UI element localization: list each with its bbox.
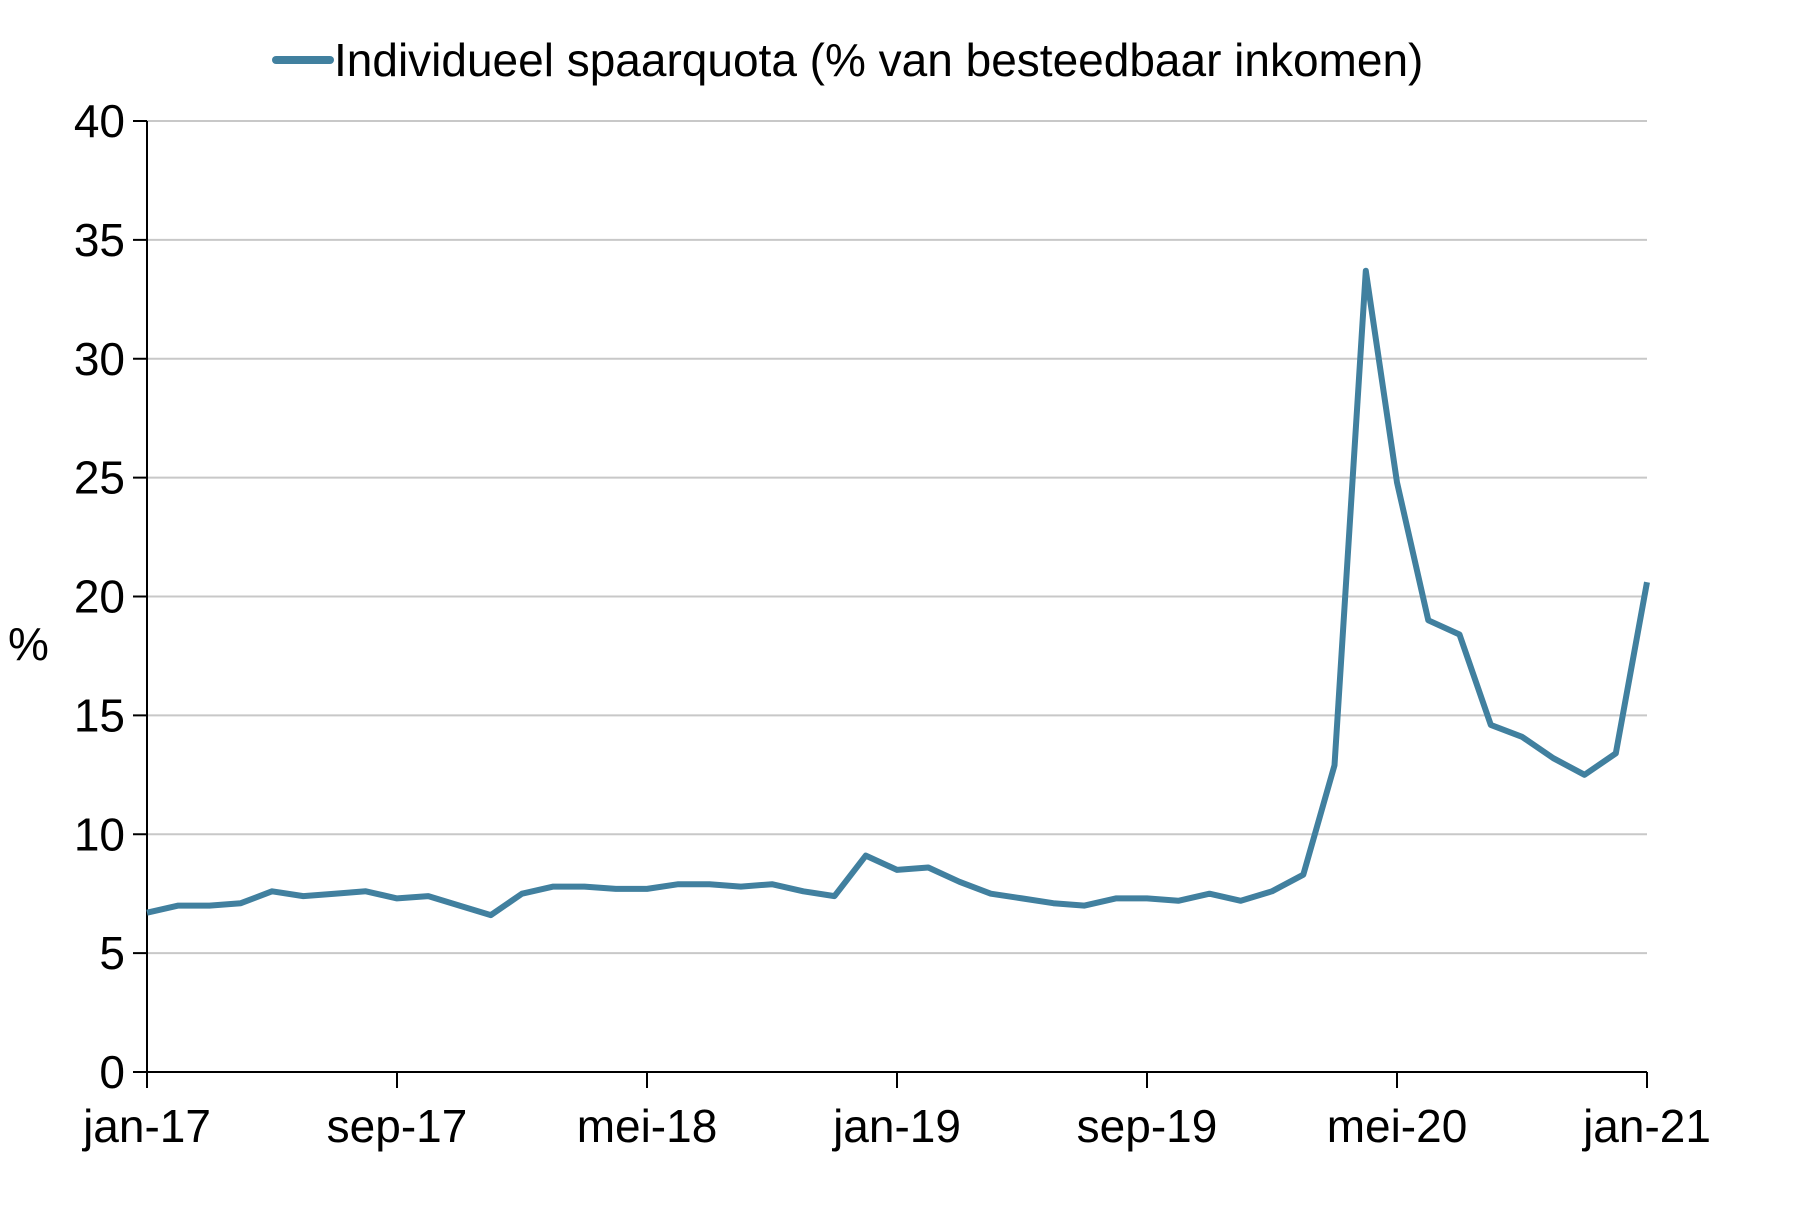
x-tick-label: jan-19 — [831, 1100, 961, 1152]
x-tick-label: jan-17 — [81, 1100, 211, 1152]
data-point — [1394, 479, 1400, 485]
series-line — [146, 267, 1650, 919]
y-tick-label: 25 — [74, 452, 125, 504]
data-point — [550, 884, 556, 890]
x-tick-label: jan-21 — [1581, 1100, 1711, 1152]
data-point — [1238, 898, 1244, 904]
data-point — [1113, 895, 1119, 901]
y-axis-ticks: 0 5 10 15 20 25 30 35 40 — [74, 95, 147, 1098]
data-point — [1644, 579, 1650, 585]
data-point — [1144, 895, 1150, 901]
data-point — [613, 886, 619, 892]
data-point — [300, 893, 306, 899]
y-tick-label: 30 — [74, 333, 125, 385]
x-tick-label: mei-18 — [577, 1100, 718, 1152]
data-point — [363, 888, 369, 894]
data-point — [1175, 898, 1181, 904]
data-point — [425, 893, 431, 899]
y-tick-label: 40 — [74, 95, 125, 147]
y-tick-label: 5 — [99, 927, 125, 979]
x-axis-ticks: jan-17 sep-17 mei-18 jan-19 sep-19 mei-20 jan-… — [81, 1072, 1711, 1152]
data-point — [1363, 268, 1369, 274]
data-point — [1488, 722, 1494, 728]
x-tick-label: mei-20 — [1327, 1100, 1468, 1152]
data-point — [488, 912, 494, 918]
data-point — [1582, 772, 1588, 778]
data-point — [1332, 762, 1338, 768]
data-point — [832, 893, 838, 899]
data-point — [769, 881, 775, 887]
data-point — [238, 900, 244, 906]
data-point — [332, 891, 338, 897]
data-point — [1550, 755, 1556, 761]
data-point — [1019, 895, 1025, 901]
data-point — [1207, 891, 1213, 897]
data-point — [863, 853, 869, 859]
data-point — [675, 881, 681, 887]
data-point — [894, 867, 900, 873]
data-point — [1425, 617, 1431, 623]
y-tick-label: 0 — [99, 1046, 125, 1098]
y-axis-unit-label: % — [8, 618, 49, 670]
data-point — [144, 910, 150, 916]
data-point — [1613, 750, 1619, 756]
legend: Individueel spaarquota (% van besteedbaa… — [272, 34, 1423, 86]
data-point — [1300, 872, 1306, 878]
data-point — [1519, 734, 1525, 740]
y-tick-label: 35 — [74, 214, 125, 266]
data-point — [738, 884, 744, 890]
data-point — [269, 888, 275, 894]
legend-label: Individueel spaarquota (% van besteedbaa… — [334, 34, 1423, 86]
data-point — [644, 886, 650, 892]
series-group — [144, 267, 1650, 919]
y-tick-label: 15 — [74, 689, 125, 741]
data-point — [1269, 888, 1275, 894]
data-point — [1050, 900, 1056, 906]
data-point — [957, 879, 963, 885]
y-tick-label: 20 — [74, 571, 125, 623]
data-point — [800, 888, 806, 894]
data-point — [394, 895, 400, 901]
data-point — [457, 903, 463, 909]
data-point — [1457, 632, 1463, 638]
data-point — [582, 884, 588, 890]
data-point — [519, 891, 525, 897]
y-tick-label: 10 — [74, 808, 125, 860]
data-point — [207, 903, 213, 909]
data-point — [988, 891, 994, 897]
gridlines — [147, 120, 1647, 955]
data-point — [925, 865, 931, 871]
x-tick-label: sep-19 — [1077, 1100, 1218, 1152]
data-point — [1082, 903, 1088, 909]
data-point — [175, 903, 181, 909]
x-tick-label: sep-17 — [327, 1100, 468, 1152]
data-point — [707, 881, 713, 887]
